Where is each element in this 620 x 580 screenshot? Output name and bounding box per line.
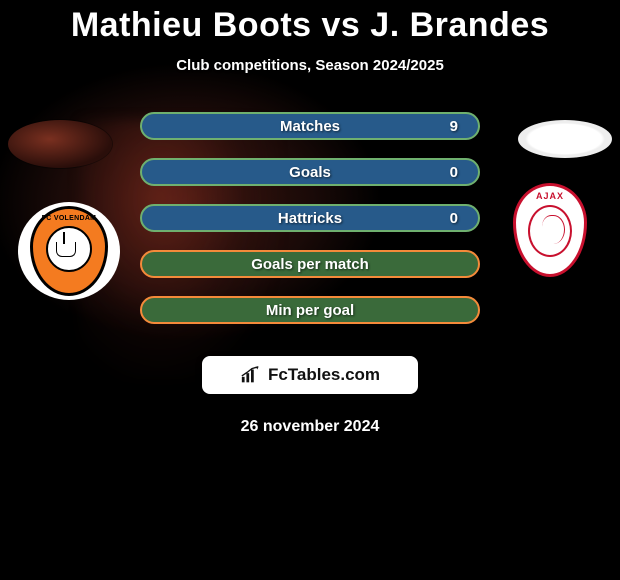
stat-label: Hattricks	[278, 210, 342, 227]
stat-bar: Goals 0	[140, 158, 480, 186]
player-photo-right	[518, 120, 612, 158]
stat-bar: Min per goal	[140, 296, 480, 324]
stat-bar: Goals per match	[140, 250, 480, 278]
stat-bar: Hattricks 0	[140, 204, 480, 232]
brand-badge[interactable]: FcTables.com	[202, 356, 418, 394]
stat-label: Goals	[289, 164, 331, 181]
stat-label: Min per goal	[266, 302, 354, 319]
date-text: 26 november 2024	[0, 418, 620, 436]
brand-text: FcTables.com	[268, 365, 380, 385]
volendam-shield: FC VOLENDAM	[30, 206, 108, 296]
stat-bar: Matches 9	[140, 112, 480, 140]
stat-value: 0	[450, 164, 458, 181]
subtitle: Club competitions, Season 2024/2025	[0, 57, 620, 74]
club-badge-right: AJAX	[498, 180, 602, 280]
stat-bars: Matches 9 Goals 0 Hattricks 0 Goals per match M…	[140, 112, 480, 342]
stat-value: 0	[450, 210, 458, 227]
stat-value: 9	[450, 118, 458, 135]
page-title: Mathieu Boots vs J. Brandes	[0, 6, 620, 45]
content-wrap: Mathieu Boots vs J. Brandes Club competi…	[0, 0, 620, 436]
ajax-label: AJAX	[536, 191, 564, 201]
stats-area: FC VOLENDAM AJAX Matches9Goals0Hattricks…	[0, 112, 620, 342]
ajax-shield: AJAX	[513, 183, 587, 277]
volendam-boat-icon	[46, 226, 92, 272]
chart-icon	[240, 365, 262, 385]
player-photo-left	[8, 120, 112, 168]
stat-label: Goals per match	[251, 256, 369, 273]
volendam-label: FC VOLENDAM	[42, 215, 97, 222]
club-badge-left: FC VOLENDAM	[18, 202, 120, 300]
stat-label: Matches	[280, 118, 340, 135]
ajax-head-icon	[528, 205, 572, 257]
